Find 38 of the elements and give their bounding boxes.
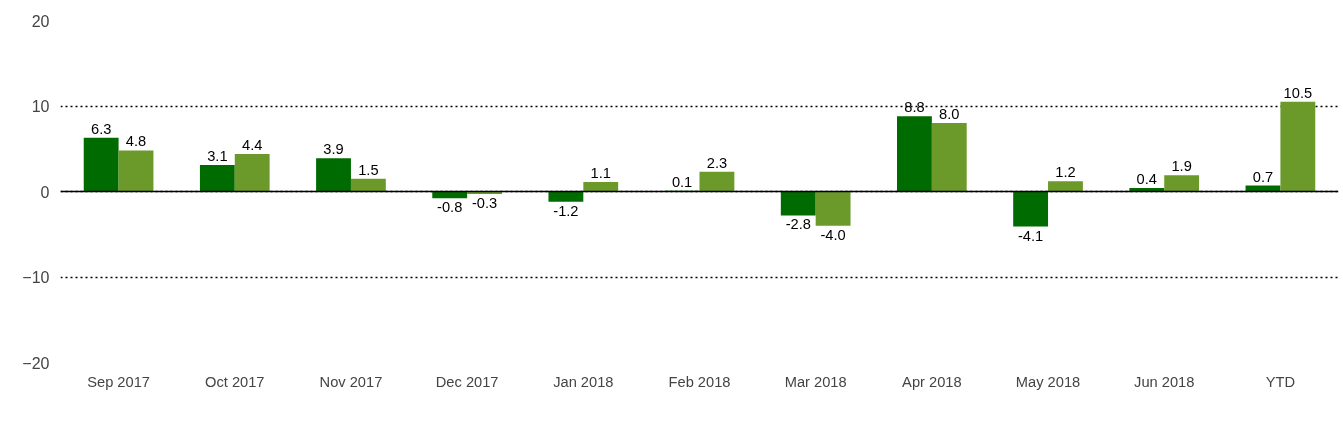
data-label: 8.8 [904, 99, 925, 116]
data-label: 0.7 [1252, 168, 1274, 185]
y-tick-label: 0 [40, 183, 50, 201]
x-tick-label: Dec 2017 [435, 373, 499, 390]
x-tick-label: Jan 2018 [553, 373, 614, 390]
data-label: -4.1 [1017, 227, 1044, 244]
data-label: 1.2 [1055, 164, 1076, 181]
data-label: -0.3 [471, 195, 498, 212]
data-label: 4.4 [242, 136, 263, 153]
data-label: 1.9 [1171, 158, 1192, 175]
x-tick-label: Apr 2018 [902, 373, 962, 390]
data-label: 8.0 [939, 106, 960, 123]
x-tick-label: Jun 2018 [1134, 373, 1195, 390]
x-tick-label: Mar 2018 [784, 373, 847, 390]
x-tick-label: Feb 2018 [668, 373, 731, 390]
data-label: -1.2 [553, 202, 579, 219]
data-label: 1.1 [590, 165, 611, 182]
y-tick-label: 20 [31, 12, 50, 30]
x-tick-label: May 2018 [1015, 373, 1081, 390]
y-tick-label: −20 [22, 354, 50, 372]
x-tick-label: YTD [1265, 373, 1296, 390]
x-tick-label: Oct 2017 [205, 373, 265, 390]
data-label: 4.8 [125, 133, 147, 150]
data-label: -2.8 [785, 216, 811, 233]
data-label: 2.3 [706, 154, 728, 171]
data-label: 1.5 [358, 161, 379, 178]
data-label: 6.3 [90, 120, 112, 137]
data-label: 3.1 [207, 147, 228, 164]
data-label: 3.9 [323, 141, 344, 158]
data-label: 0.1 [671, 173, 693, 190]
data-label: -4.0 [820, 226, 846, 243]
y-tick-label: −10 [22, 269, 50, 286]
data-label: 10.5 [1283, 84, 1313, 101]
data-label: -0.8 [437, 199, 463, 216]
x-tick-label: Nov 2017 [319, 373, 383, 390]
x-tick-label: Sep 2017 [87, 373, 150, 390]
data-label: 0.4 [1136, 171, 1157, 188]
y-tick-label: 10 [31, 98, 50, 115]
